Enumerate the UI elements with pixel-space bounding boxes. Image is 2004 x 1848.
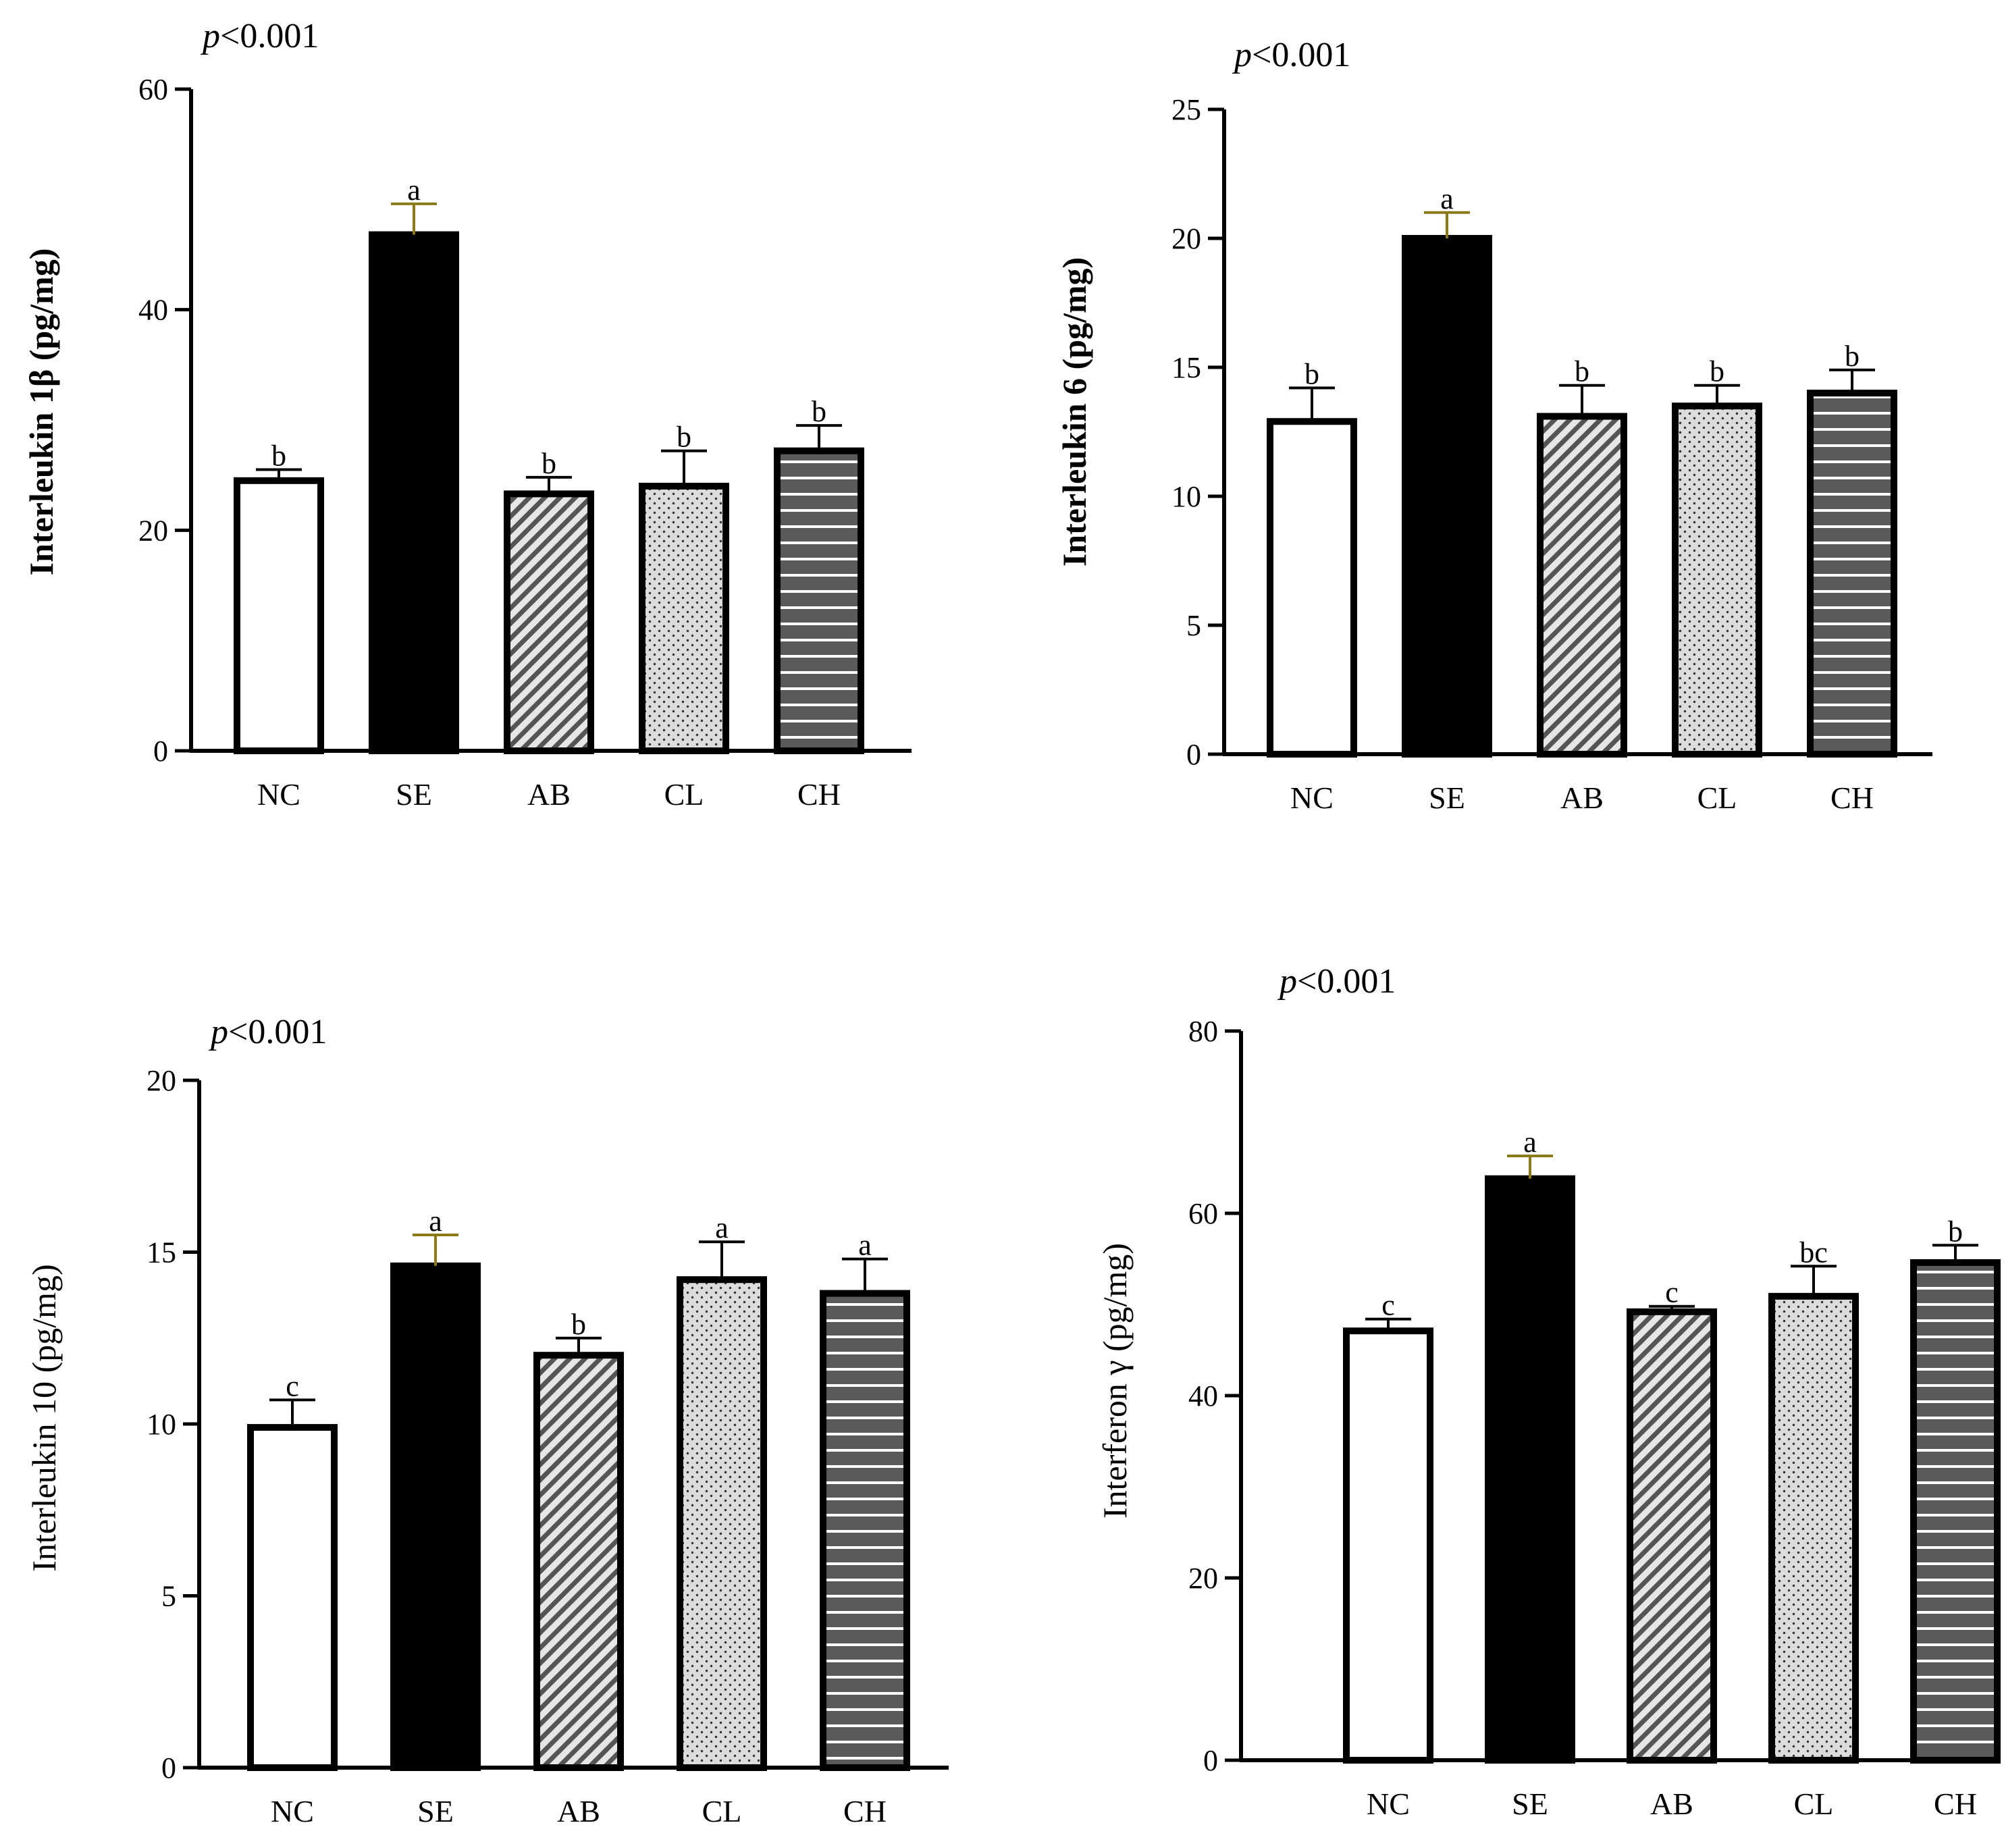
panel-interleukin-6: p<0.001 Interleukin 6 (pg/mg) bNCaSEbABb… bbox=[1055, 36, 1932, 815]
bar-ch bbox=[1807, 390, 1897, 758]
x-tick-label-ab: AB bbox=[1560, 781, 1604, 815]
y-tick-label-20: 20 bbox=[1188, 1562, 1218, 1595]
x-tick-label-se: SE bbox=[417, 1794, 454, 1828]
panel-1-y-axis-label: Interleukin 1β (pg/mg) bbox=[22, 248, 60, 576]
bar-nc bbox=[247, 1424, 338, 1772]
significance-label-ab: b bbox=[571, 1308, 586, 1341]
x-tick-label-nc: NC bbox=[271, 1794, 314, 1828]
significance-label-cl: bc bbox=[1799, 1236, 1828, 1269]
significance-label-ch: b bbox=[1845, 340, 1860, 373]
y-tick-label-0: 0 bbox=[153, 735, 168, 768]
y-tick-label-80: 80 bbox=[1188, 1015, 1218, 1048]
x-tick-label-ch: CH bbox=[1830, 781, 1874, 815]
y-tick-label-15: 15 bbox=[1171, 351, 1201, 384]
bar-ab bbox=[1627, 1308, 1717, 1764]
bar-nc bbox=[1267, 418, 1357, 758]
y-tick-label-60: 60 bbox=[138, 73, 168, 106]
x-tick-label-nc: NC bbox=[1367, 1787, 1410, 1821]
y-tick-label-5: 5 bbox=[1186, 609, 1201, 642]
x-tick-label-se: SE bbox=[396, 777, 432, 812]
significance-label-ch: a bbox=[858, 1229, 872, 1262]
x-tick-label-ch: CH bbox=[843, 1794, 887, 1828]
panel-2-plot: b NC a SE b AB b CL b CH 0 5 10 15 20 25 bbox=[1171, 93, 1932, 815]
panel-2-y-axis-label: Interleukin 6 (pg/mg) bbox=[1055, 257, 1093, 566]
y-tick-label-20: 20 bbox=[1171, 222, 1201, 255]
bar-ab bbox=[1537, 413, 1627, 758]
x-tick-label-cl: CL bbox=[1697, 781, 1737, 815]
panel-4-plot: c NC a SE c AB bc CL b CH 0 20 40 60 80 bbox=[1188, 1015, 2001, 1821]
x-tick-label-cl: CL bbox=[702, 1794, 742, 1828]
bar-se bbox=[390, 1262, 481, 1771]
bar-cl bbox=[639, 483, 729, 754]
significance-label-se: a bbox=[407, 174, 421, 207]
y-tick-label-10: 10 bbox=[147, 1408, 176, 1441]
significance-label-se: a bbox=[1523, 1126, 1537, 1159]
significance-label-se: a bbox=[1440, 182, 1454, 215]
x-tick-label-ab: AB bbox=[557, 1794, 600, 1828]
x-tick-label-nc: NC bbox=[1290, 781, 1334, 815]
panel-3-p-value: p<0.001 bbox=[208, 1013, 327, 1051]
x-tick-label-ab: AB bbox=[527, 777, 571, 812]
bar-se bbox=[369, 231, 459, 755]
bar-se bbox=[1485, 1175, 1575, 1764]
bar-ab bbox=[504, 490, 594, 755]
panel-3-plot: c NC a SE b AB a CL a CH 0 5 10 15 20 bbox=[147, 1064, 949, 1828]
panel-interferon-gamma: p<0.001 Interferon γ (pg/mg) c NC a SE c AB bc… bbox=[1096, 962, 2001, 1821]
panel-1-p-value: p<0.001 bbox=[200, 17, 319, 55]
bar-cl bbox=[1768, 1292, 1859, 1764]
significance-label-nc: b bbox=[271, 440, 286, 473]
significance-label-cl: b bbox=[677, 421, 691, 454]
significance-label-ch: b bbox=[812, 395, 826, 428]
significance-label-ab: b bbox=[1575, 355, 1589, 388]
y-tick-label-25: 25 bbox=[1171, 93, 1201, 126]
x-tick-label-cl: CL bbox=[664, 777, 704, 812]
bar-se bbox=[1402, 235, 1492, 758]
bar-nc bbox=[1343, 1327, 1433, 1764]
y-tick-label-40: 40 bbox=[138, 294, 168, 327]
significance-label-nc: c bbox=[1381, 1289, 1395, 1322]
x-tick-label-nc: NC bbox=[257, 777, 300, 812]
bar-ab bbox=[533, 1352, 624, 1771]
bar-cl bbox=[1672, 402, 1762, 758]
panel-interleukin-1b: p<0.001 Interleukin 1β (pg/mg) b NC a SE b AB… bbox=[22, 17, 912, 812]
y-tick-label-40: 40 bbox=[1188, 1379, 1218, 1413]
y-tick-label-15: 15 bbox=[147, 1236, 176, 1269]
significance-label-cl: a bbox=[715, 1211, 729, 1244]
significance-label-se: a bbox=[429, 1205, 442, 1238]
x-tick-label-se: SE bbox=[1512, 1787, 1548, 1821]
bar-cl bbox=[677, 1276, 767, 1771]
panel-3-y-axis-label: Interleukin 10 (pg/mg) bbox=[25, 1264, 63, 1571]
y-tick-label-0: 0 bbox=[1203, 1744, 1218, 1777]
panel-4-p-value: p<0.001 bbox=[1277, 962, 1396, 1001]
significance-label-cl: b bbox=[1710, 355, 1724, 388]
y-tick-label-60: 60 bbox=[1188, 1197, 1218, 1230]
y-tick-label-5: 5 bbox=[161, 1580, 176, 1613]
x-tick-label-ab: AB bbox=[1650, 1787, 1693, 1821]
y-tick-label-10: 10 bbox=[1171, 480, 1201, 513]
significance-label-ab: b bbox=[542, 447, 556, 480]
y-tick-label-20: 20 bbox=[147, 1064, 176, 1097]
y-tick-label-0: 0 bbox=[1186, 738, 1201, 771]
x-tick-label-ch: CH bbox=[797, 777, 841, 812]
significance-label-ab: c bbox=[1665, 1276, 1679, 1309]
x-tick-label-cl: CL bbox=[1794, 1787, 1834, 1821]
bar-ch bbox=[774, 447, 864, 754]
y-tick-label-20: 20 bbox=[138, 514, 168, 547]
bar-ch bbox=[820, 1290, 910, 1771]
panel-2-p-value: p<0.001 bbox=[1232, 36, 1350, 74]
y-tick-label-0: 0 bbox=[161, 1751, 176, 1785]
bar-nc bbox=[234, 477, 324, 754]
panel-interleukin-10: p<0.001 Interleukin 10 (pg/mg) c NC a SE b AB… bbox=[25, 1013, 949, 1828]
x-tick-label-se: SE bbox=[1429, 781, 1465, 815]
panel-1-plot: b NC a SE b AB b CL b CH 0 20 40 60 bbox=[138, 73, 912, 812]
x-tick-label-ch: CH bbox=[1934, 1787, 1977, 1821]
bar-ch bbox=[1910, 1259, 2001, 1764]
significance-label-ch: b bbox=[1948, 1215, 1963, 1248]
significance-label-nc: b bbox=[1304, 358, 1319, 391]
significance-label-nc: c bbox=[286, 1369, 299, 1402]
panel-4-y-axis-label: Interferon γ (pg/mg) bbox=[1096, 1243, 1134, 1519]
